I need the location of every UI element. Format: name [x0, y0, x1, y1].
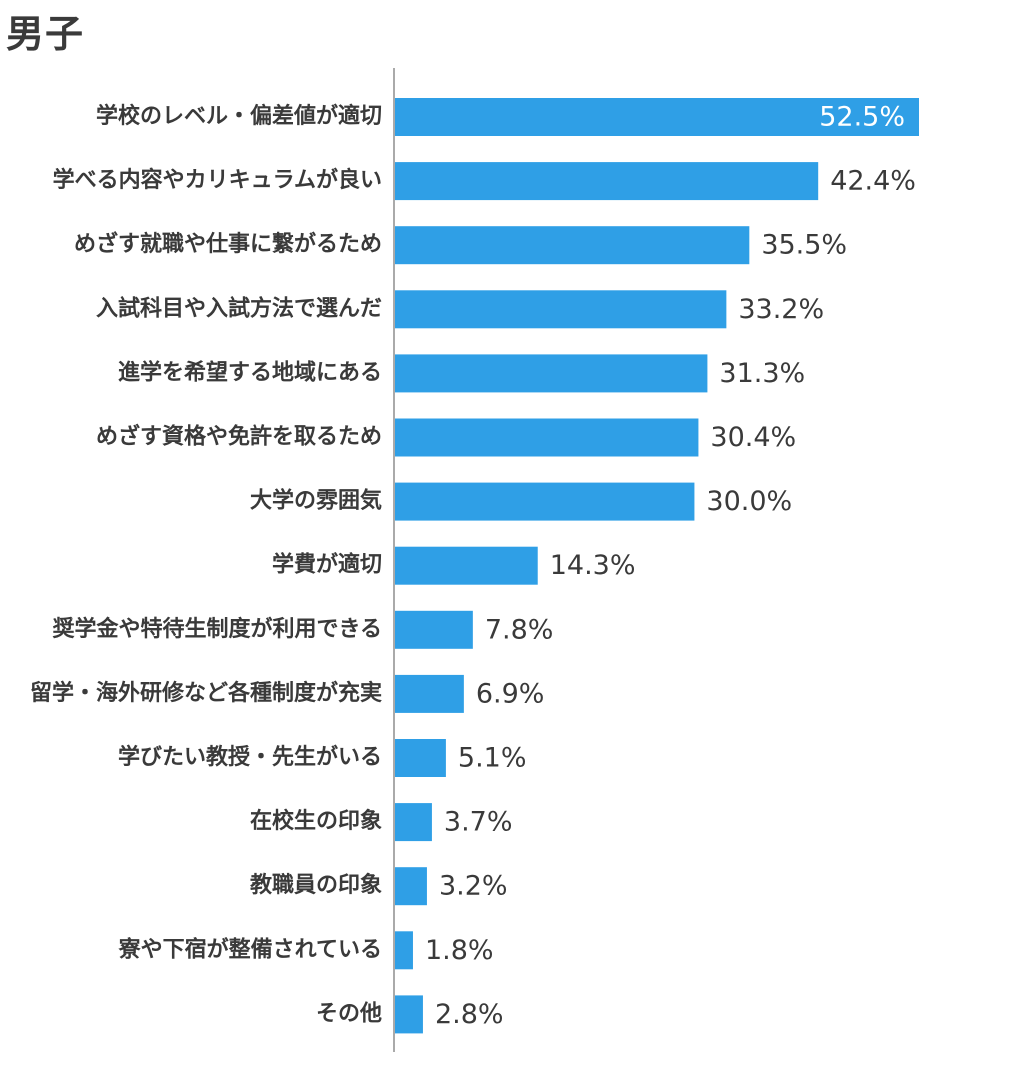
category-label: 在校生の印象	[250, 808, 382, 834]
data-label: 1.8%	[425, 935, 494, 966]
category-label: 寮や下宿が整備されている	[118, 936, 382, 962]
data-label: 30.4%	[710, 422, 796, 453]
category-label: 大学の雰囲気	[250, 488, 382, 514]
category-label: めざす資格や免許を取るため	[96, 424, 382, 450]
category-label: 学びたい教授・先生がいる	[118, 744, 382, 770]
data-label: 31.3%	[719, 358, 805, 389]
bar	[395, 610, 473, 649]
bar	[395, 995, 423, 1034]
category-label: めざす就職や仕事に繋がるため	[74, 231, 382, 257]
category-label: 留学・海外研修など各種制度が充実	[30, 680, 382, 706]
data-label: 3.2%	[439, 871, 508, 902]
bar	[395, 162, 819, 201]
data-label: 30.0%	[706, 486, 792, 517]
bar	[395, 418, 699, 457]
bar	[395, 226, 750, 265]
data-label: 7.8%	[485, 614, 554, 645]
chart-title: 男子	[6, 12, 85, 56]
data-label: 14.3%	[550, 550, 636, 581]
category-label: 奨学金や特待生制度が利用できる	[52, 616, 382, 642]
category-label: 進学を希望する地域にある	[118, 359, 382, 385]
data-label: 3.7%	[444, 807, 513, 838]
data-label: 6.9%	[476, 678, 545, 709]
data-label: 52.5%	[819, 102, 905, 133]
category-label: 学校のレベル・偏差値が適切	[96, 103, 382, 129]
category-label: 学べる内容やカリキュラムが良い	[53, 167, 382, 193]
bar	[395, 482, 695, 521]
category-label: 入試科目や入試方法で選んだ	[96, 295, 382, 321]
bar	[395, 867, 427, 906]
data-label: 2.8%	[435, 999, 504, 1030]
category-label: 教職員の印象	[250, 872, 382, 898]
data-label: 42.4%	[830, 166, 916, 197]
category-label: 学費が適切	[272, 552, 382, 578]
bar	[395, 931, 413, 970]
bar	[395, 546, 538, 585]
bar	[395, 354, 708, 393]
data-label: 33.2%	[738, 294, 824, 325]
bar	[395, 803, 432, 842]
bar	[395, 739, 446, 777]
data-label: 5.1%	[458, 743, 527, 774]
bar	[395, 674, 464, 713]
data-label: 35.5%	[761, 230, 847, 261]
bar	[395, 98, 919, 136]
bar	[395, 290, 727, 329]
category-label: その他	[316, 1001, 382, 1026]
